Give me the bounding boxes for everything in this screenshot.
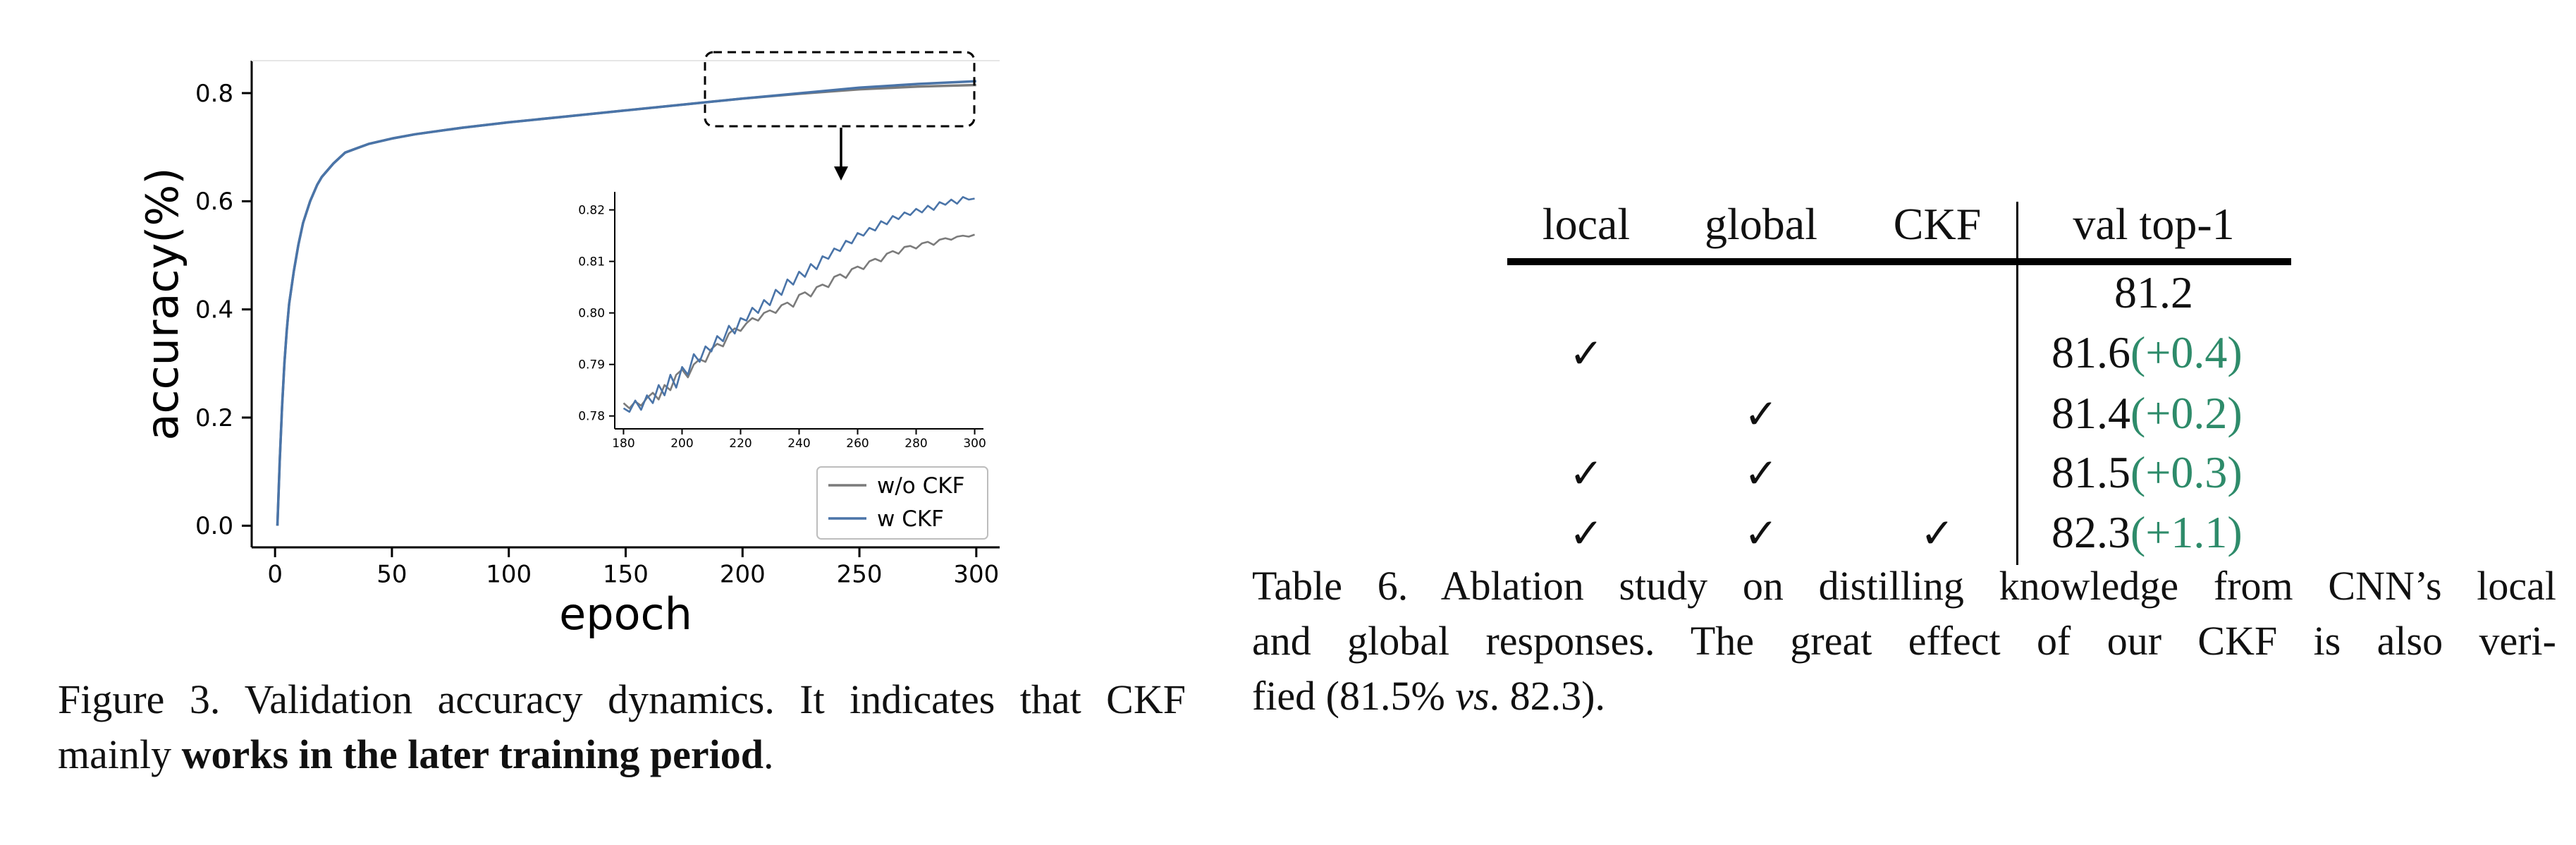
check-mark: ✓ — [1743, 449, 1779, 497]
legend-label: w CKF — [877, 506, 944, 532]
value-text: 81.2 — [2114, 267, 2193, 317]
y-tick-label: 0.79 — [578, 358, 605, 372]
table-caption-line3: fied (81.5% vs. 82.3). — [1252, 669, 2556, 724]
value-text: 81.4 — [2051, 388, 2130, 438]
check-mark: ✓ — [1743, 509, 1779, 557]
delta-text: (+1.1) — [2130, 507, 2243, 557]
y-tick-label: 0.4 — [195, 296, 233, 324]
table-header-1: global — [1705, 199, 1817, 249]
y-tick-label: 0.2 — [195, 404, 233, 432]
check-mark: ✓ — [1569, 449, 1604, 497]
x-tick-label: 240 — [787, 437, 810, 451]
x-tick-label: 220 — [729, 437, 752, 451]
y-axis-label: accuracy(%) — [137, 167, 188, 440]
delta-text: (+0.2) — [2130, 388, 2243, 438]
legend: w/o CKF w CKF — [816, 466, 988, 540]
main-plot: 0 50 100 150 200 250 300 0.0 0.2 0.4 0.6 0.8 epoch ac… — [137, 60, 1000, 640]
value-text: 81.6 — [2051, 327, 2130, 377]
y-tick-label: 0.80 — [578, 307, 605, 321]
y-tick-label: 0.82 — [578, 204, 605, 218]
figure-caption-pre: mainly — [58, 731, 182, 777]
x-axis-label: epoch — [559, 588, 692, 640]
x-tick-label: 0 — [267, 561, 283, 589]
table-caption-pre: fied (81.5% — [1252, 673, 1456, 719]
x-tick-label: 300 — [953, 561, 999, 589]
table-header-2: CKF — [1893, 199, 1982, 249]
y-tick-label: 0.0 — [195, 512, 233, 540]
table-row-value: 81.6(+0.4) — [2051, 327, 2243, 379]
table-vertical-rule — [2016, 202, 2018, 565]
x-tick-label: 300 — [963, 437, 986, 451]
y-tick-label: 0.6 — [195, 188, 233, 216]
table-row-value: 81.4(+0.2) — [2051, 387, 2243, 439]
legend-label: w/o CKF — [877, 473, 964, 499]
x-tick-label: 50 — [376, 561, 407, 589]
figure-caption-line1: Figure 3. Validation accuracy dynamics. … — [58, 676, 1186, 722]
check-mark: ✓ — [1920, 509, 1955, 557]
series-line-w-ckf — [276, 80, 976, 526]
zoom-arrow-head — [834, 166, 848, 181]
table-caption-italic: vs — [1455, 673, 1490, 719]
value-text: 81.5 — [2051, 447, 2130, 497]
table-caption: Table 6. Ablation study on distilling kn… — [1252, 559, 2556, 724]
delta-text: (+0.3) — [2130, 447, 2243, 497]
table-row-value: 82.3(+1.1) — [2051, 506, 2243, 559]
x-tick-label: 250 — [837, 561, 883, 589]
figure-caption-bold: works in the later training period — [181, 731, 764, 777]
check-mark: ✓ — [1743, 390, 1779, 438]
zoom-region-box — [704, 51, 976, 181]
table-row-value: 81.5(+0.3) — [2051, 446, 2243, 499]
x-tick-label: 200 — [720, 561, 766, 589]
series-line-w-ckf — [622, 195, 975, 413]
value-text: 82.3 — [2051, 507, 2130, 557]
y-tick-label: 0.8 — [195, 80, 233, 108]
check-mark: ✓ — [1569, 509, 1604, 557]
check-mark: ✓ — [1569, 329, 1604, 377]
figure-caption-end: . — [763, 731, 774, 777]
x-tick-label: 150 — [603, 561, 649, 589]
delta-text: (+0.4) — [2130, 327, 2243, 377]
table-6: local global CKF val top-1 81.2 ✓ 81.6(+0.4) ✓ 8… — [1507, 199, 2291, 565]
x-tick-label: 260 — [846, 437, 869, 451]
table-caption-post: . 82.3). — [1489, 673, 1605, 719]
y-tick-label: 0.78 — [578, 410, 605, 424]
table-row-value: 81.2 — [2114, 267, 2193, 319]
figure-caption-line2: mainly works in the later training perio… — [58, 727, 1186, 782]
table-header-3: val top-1 — [2073, 199, 2235, 249]
inset-plot: 180 200 220 240 260 280 300 0.78 0.79 0.80 0.81 0.8… — [578, 192, 986, 451]
table-caption-line1: Table 6. Ablation study on distilling kn… — [1252, 563, 2556, 609]
x-tick-label: 100 — [486, 561, 532, 589]
y-tick-label: 0.81 — [578, 255, 605, 269]
x-tick-label: 280 — [904, 437, 927, 451]
x-tick-label: 180 — [612, 437, 634, 451]
figure-caption: Figure 3. Validation accuracy dynamics. … — [58, 672, 1186, 782]
table-header-0: local — [1542, 199, 1631, 249]
table-caption-line2: and global responses. The great effect o… — [1252, 618, 2556, 664]
x-tick-label: 200 — [670, 437, 693, 451]
table-header-rule — [1507, 258, 2291, 265]
